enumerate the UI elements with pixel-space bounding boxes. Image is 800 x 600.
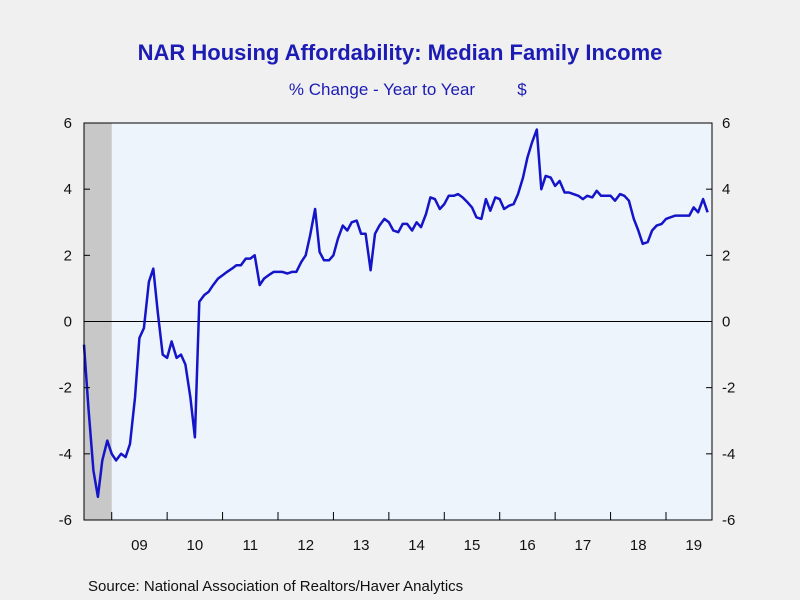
chart-title: NAR Housing Affordability: Median Family… [138, 40, 663, 65]
left-tick-label: 4 [64, 181, 72, 198]
x-tick-label: 19 [685, 537, 702, 554]
x-tick-label: 10 [187, 537, 204, 554]
x-tick-label: 14 [408, 537, 425, 554]
series-line [82, 128, 709, 499]
left-axis: 6 4 2 0 -2 -4 -6 [59, 115, 90, 529]
chart-subtitle: % Change - Year to Year [289, 80, 476, 99]
left-tick-label: -6 [59, 512, 72, 529]
x-tick-label: 11 [242, 537, 258, 554]
right-axis: 6 4 2 0 -2 -4 -6 [706, 115, 735, 529]
left-tick-label: 6 [64, 115, 72, 132]
x-tick-label: 15 [464, 537, 481, 554]
left-tick-label: 0 [64, 314, 72, 331]
x-tick-label: 17 [575, 537, 592, 554]
right-tick-label: 4 [722, 181, 730, 198]
right-tick-label: -4 [722, 446, 735, 463]
x-tick-label: 09 [131, 537, 148, 554]
right-tick-label: -2 [722, 380, 735, 397]
right-tick-label: 2 [722, 247, 730, 264]
source-note: Source: National Association of Realtors… [88, 578, 463, 595]
left-tick-label: 2 [64, 247, 72, 264]
right-tick-label: 0 [722, 314, 730, 331]
right-tick-label: -6 [722, 512, 735, 529]
left-tick-label: -4 [59, 446, 72, 463]
chart-subtitle-unit: $ [517, 80, 527, 99]
right-tick-label: 6 [722, 115, 730, 132]
left-tick-label: -2 [59, 380, 72, 397]
x-axis: 09 10 11 12 13 14 15 16 17 18 19 [111, 512, 702, 554]
x-tick-label: 12 [297, 537, 314, 554]
x-tick-label: 13 [353, 537, 370, 554]
x-tick-label: 16 [519, 537, 536, 554]
x-tick-label: 18 [630, 537, 647, 554]
